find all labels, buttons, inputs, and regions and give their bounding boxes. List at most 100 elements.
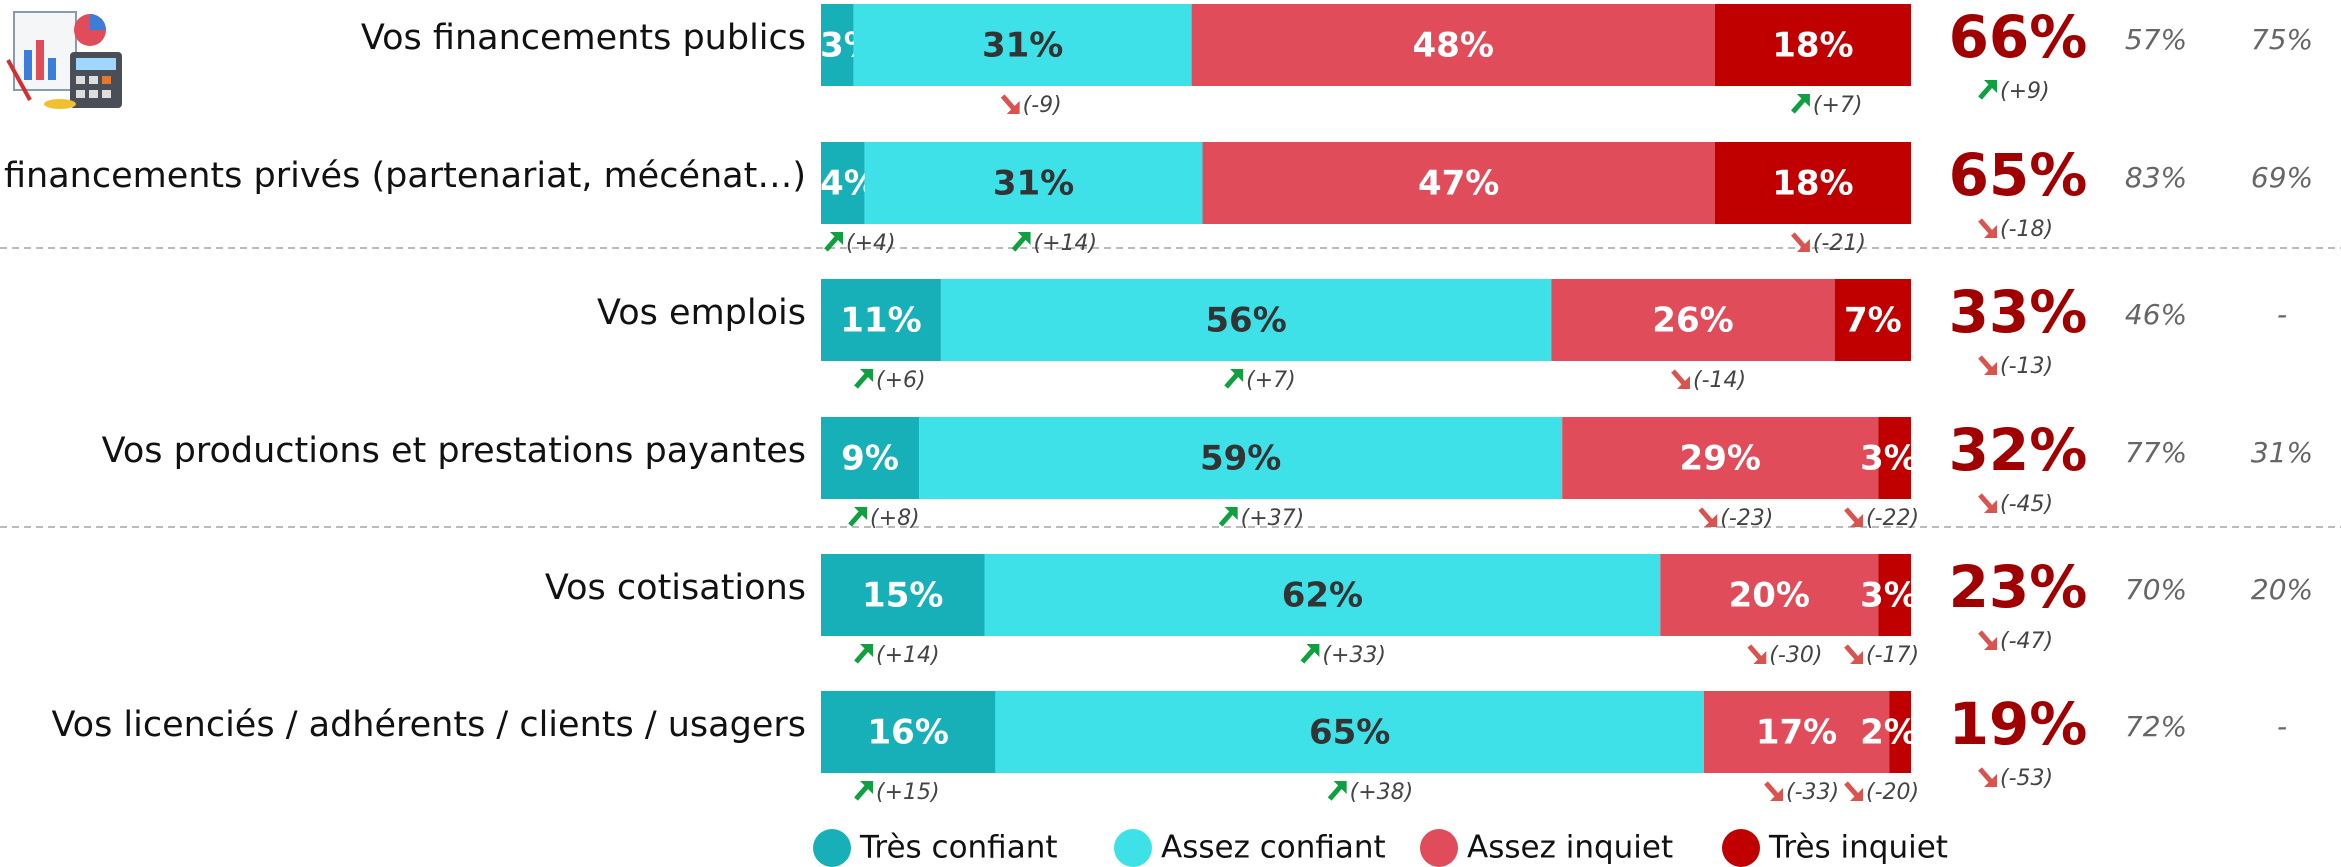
change-arrow xyxy=(1698,507,1718,527)
total-label: 65% xyxy=(1949,141,2088,209)
arrow-head xyxy=(860,644,873,657)
extra-value: 57% xyxy=(2125,23,2187,56)
change-arrow xyxy=(1764,781,1783,801)
bar-segment xyxy=(1191,4,1715,86)
segment-label: 62% xyxy=(1282,576,1363,616)
change-arrow xyxy=(1844,644,1863,664)
segment-label: 9% xyxy=(841,439,899,479)
extra-value: 75% xyxy=(2251,23,2313,56)
arrow-head xyxy=(1984,225,1997,238)
change-arrow xyxy=(1978,630,1997,650)
change-label: (+15) xyxy=(876,780,940,805)
change-arrow xyxy=(1978,80,1997,100)
change-arrow xyxy=(1747,644,1767,664)
bar-segment xyxy=(995,691,1704,773)
change-arrow xyxy=(824,232,843,252)
bar-segment xyxy=(821,417,920,499)
segment-label: 65% xyxy=(1309,713,1390,753)
bar-segment xyxy=(1714,4,1911,86)
change-arrow xyxy=(1978,218,1997,238)
change-label: (-14) xyxy=(1693,368,1746,393)
legend-label: Assez inquiet xyxy=(1467,830,1673,866)
change-label: (-53) xyxy=(2000,766,2053,791)
segment-label: 20% xyxy=(1729,576,1810,616)
total-label: 32% xyxy=(1949,416,2088,484)
bar-segment xyxy=(821,4,854,86)
bar-segment xyxy=(1889,691,1911,773)
arrow-head xyxy=(1984,774,1997,787)
segment-label: 26% xyxy=(1652,301,1733,341)
change-label: (+33) xyxy=(1322,643,1386,668)
change-label: (-22) xyxy=(1866,506,1919,531)
segment-label: 18% xyxy=(1772,164,1853,204)
change-arrow xyxy=(1671,369,1690,389)
arrow-head xyxy=(1677,376,1690,389)
extra-value: - xyxy=(2277,710,2287,743)
bar-segment xyxy=(1202,142,1715,224)
change-arrow xyxy=(1011,232,1031,252)
arrow-head xyxy=(1770,788,1783,801)
arrow-head xyxy=(1017,232,1031,245)
change-arrow xyxy=(1791,232,1810,252)
arrow-head xyxy=(860,369,873,382)
segment-label: 11% xyxy=(840,301,921,341)
arrow-head xyxy=(1984,637,1997,650)
arrow-head xyxy=(1984,500,1997,513)
legend-label: Très confiant xyxy=(859,830,1058,866)
arrow-head xyxy=(1850,788,1863,801)
bar-segment xyxy=(864,142,1203,224)
category-label: Vos financements publics xyxy=(361,18,806,58)
extra-value: 31% xyxy=(2251,436,2313,469)
change-label: (+14) xyxy=(1034,231,1098,256)
category-label: Vos emplois xyxy=(597,293,806,333)
legend-swatch xyxy=(1420,829,1458,867)
change-arrow xyxy=(1791,94,1810,114)
segment-label: 47% xyxy=(1418,164,1499,204)
change-arrow xyxy=(1327,781,1347,801)
category-label: Vos cotisations xyxy=(545,568,806,608)
change-arrow xyxy=(1300,644,1320,664)
segment-label: 31% xyxy=(982,26,1063,66)
change-label: (-17) xyxy=(1866,643,1919,668)
arrow-head xyxy=(1850,651,1863,664)
change-label: (-45) xyxy=(2000,492,2053,517)
segment-label: 16% xyxy=(868,713,949,753)
extra-value: 83% xyxy=(2125,161,2187,194)
change-label: (+7) xyxy=(1246,368,1296,393)
extra-value: 69% xyxy=(2251,161,2313,194)
arrow-head xyxy=(1753,651,1767,664)
arrow-head xyxy=(1850,514,1863,527)
change-label: (+8) xyxy=(870,506,920,531)
legend-label: Très inquiet xyxy=(1768,830,1948,866)
arrow-head xyxy=(1984,80,1997,93)
change-label: (-33) xyxy=(1786,780,1839,805)
legend-swatch xyxy=(1722,829,1760,867)
change-label: (+14) xyxy=(876,643,940,668)
bar-segment xyxy=(940,279,1552,361)
arrow-head xyxy=(830,232,843,245)
total-label: 33% xyxy=(1949,278,2088,346)
bar-segment xyxy=(1551,279,1835,361)
change-arrow xyxy=(1978,355,1997,375)
change-arrow xyxy=(1978,767,1997,787)
change-label: (-13) xyxy=(2000,354,2053,379)
arrow-head xyxy=(1704,514,1718,527)
change-arrow xyxy=(1000,94,1020,114)
change-label: (-23) xyxy=(1720,506,1773,531)
extra-value: 77% xyxy=(2125,436,2187,469)
segment-label: 15% xyxy=(862,576,943,616)
arrow-head xyxy=(1796,94,1810,107)
segment-label: 31% xyxy=(993,164,1074,204)
segment-label: 3% xyxy=(1860,439,1918,479)
segment-label: 29% xyxy=(1680,439,1761,479)
icon xyxy=(6,11,122,109)
change-arrow xyxy=(854,644,873,664)
arrow-head xyxy=(854,507,868,520)
change-label: (+9) xyxy=(2000,79,2050,104)
bar-segment xyxy=(1878,417,1911,499)
bar-segment xyxy=(1714,142,1911,224)
bar-segment xyxy=(821,279,941,361)
change-arrow xyxy=(848,507,868,527)
legend-swatch xyxy=(1114,829,1152,867)
